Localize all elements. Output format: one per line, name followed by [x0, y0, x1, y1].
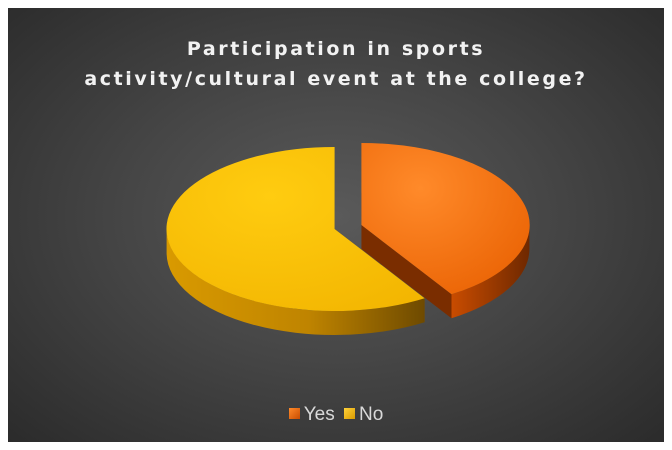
chart-area: Participation in sports activity/cultura…	[8, 8, 664, 442]
pie-chart-plot	[166, 142, 530, 335]
pie-slice-no-top	[166, 147, 425, 311]
chart-title-line-1: Participation in sports	[186, 38, 486, 60]
legend-swatch-no	[343, 408, 355, 419]
legend-label-no: No	[358, 404, 384, 425]
legend-item-no: No	[343, 404, 384, 426]
pie-slice-yes-cut-face-2	[361, 225, 452, 319]
pie-slice-no	[166, 147, 425, 335]
chart-legend: Yes No	[8, 404, 664, 426]
legend-item-yes: Yes	[288, 404, 335, 426]
pie-slice-yes	[361, 142, 530, 319]
pie-slice-yes-side	[451, 225, 530, 319]
pie-slice-yes-top	[361, 142, 530, 295]
legend-label-yes: Yes	[303, 404, 335, 425]
chart-title: Participation in sports activity/cultura…	[8, 34, 664, 94]
legend-swatch-yes	[288, 408, 300, 419]
pie-slice-no-side	[166, 229, 425, 335]
chart-title-line-2: activity/cultural event at the college?	[84, 68, 588, 90]
